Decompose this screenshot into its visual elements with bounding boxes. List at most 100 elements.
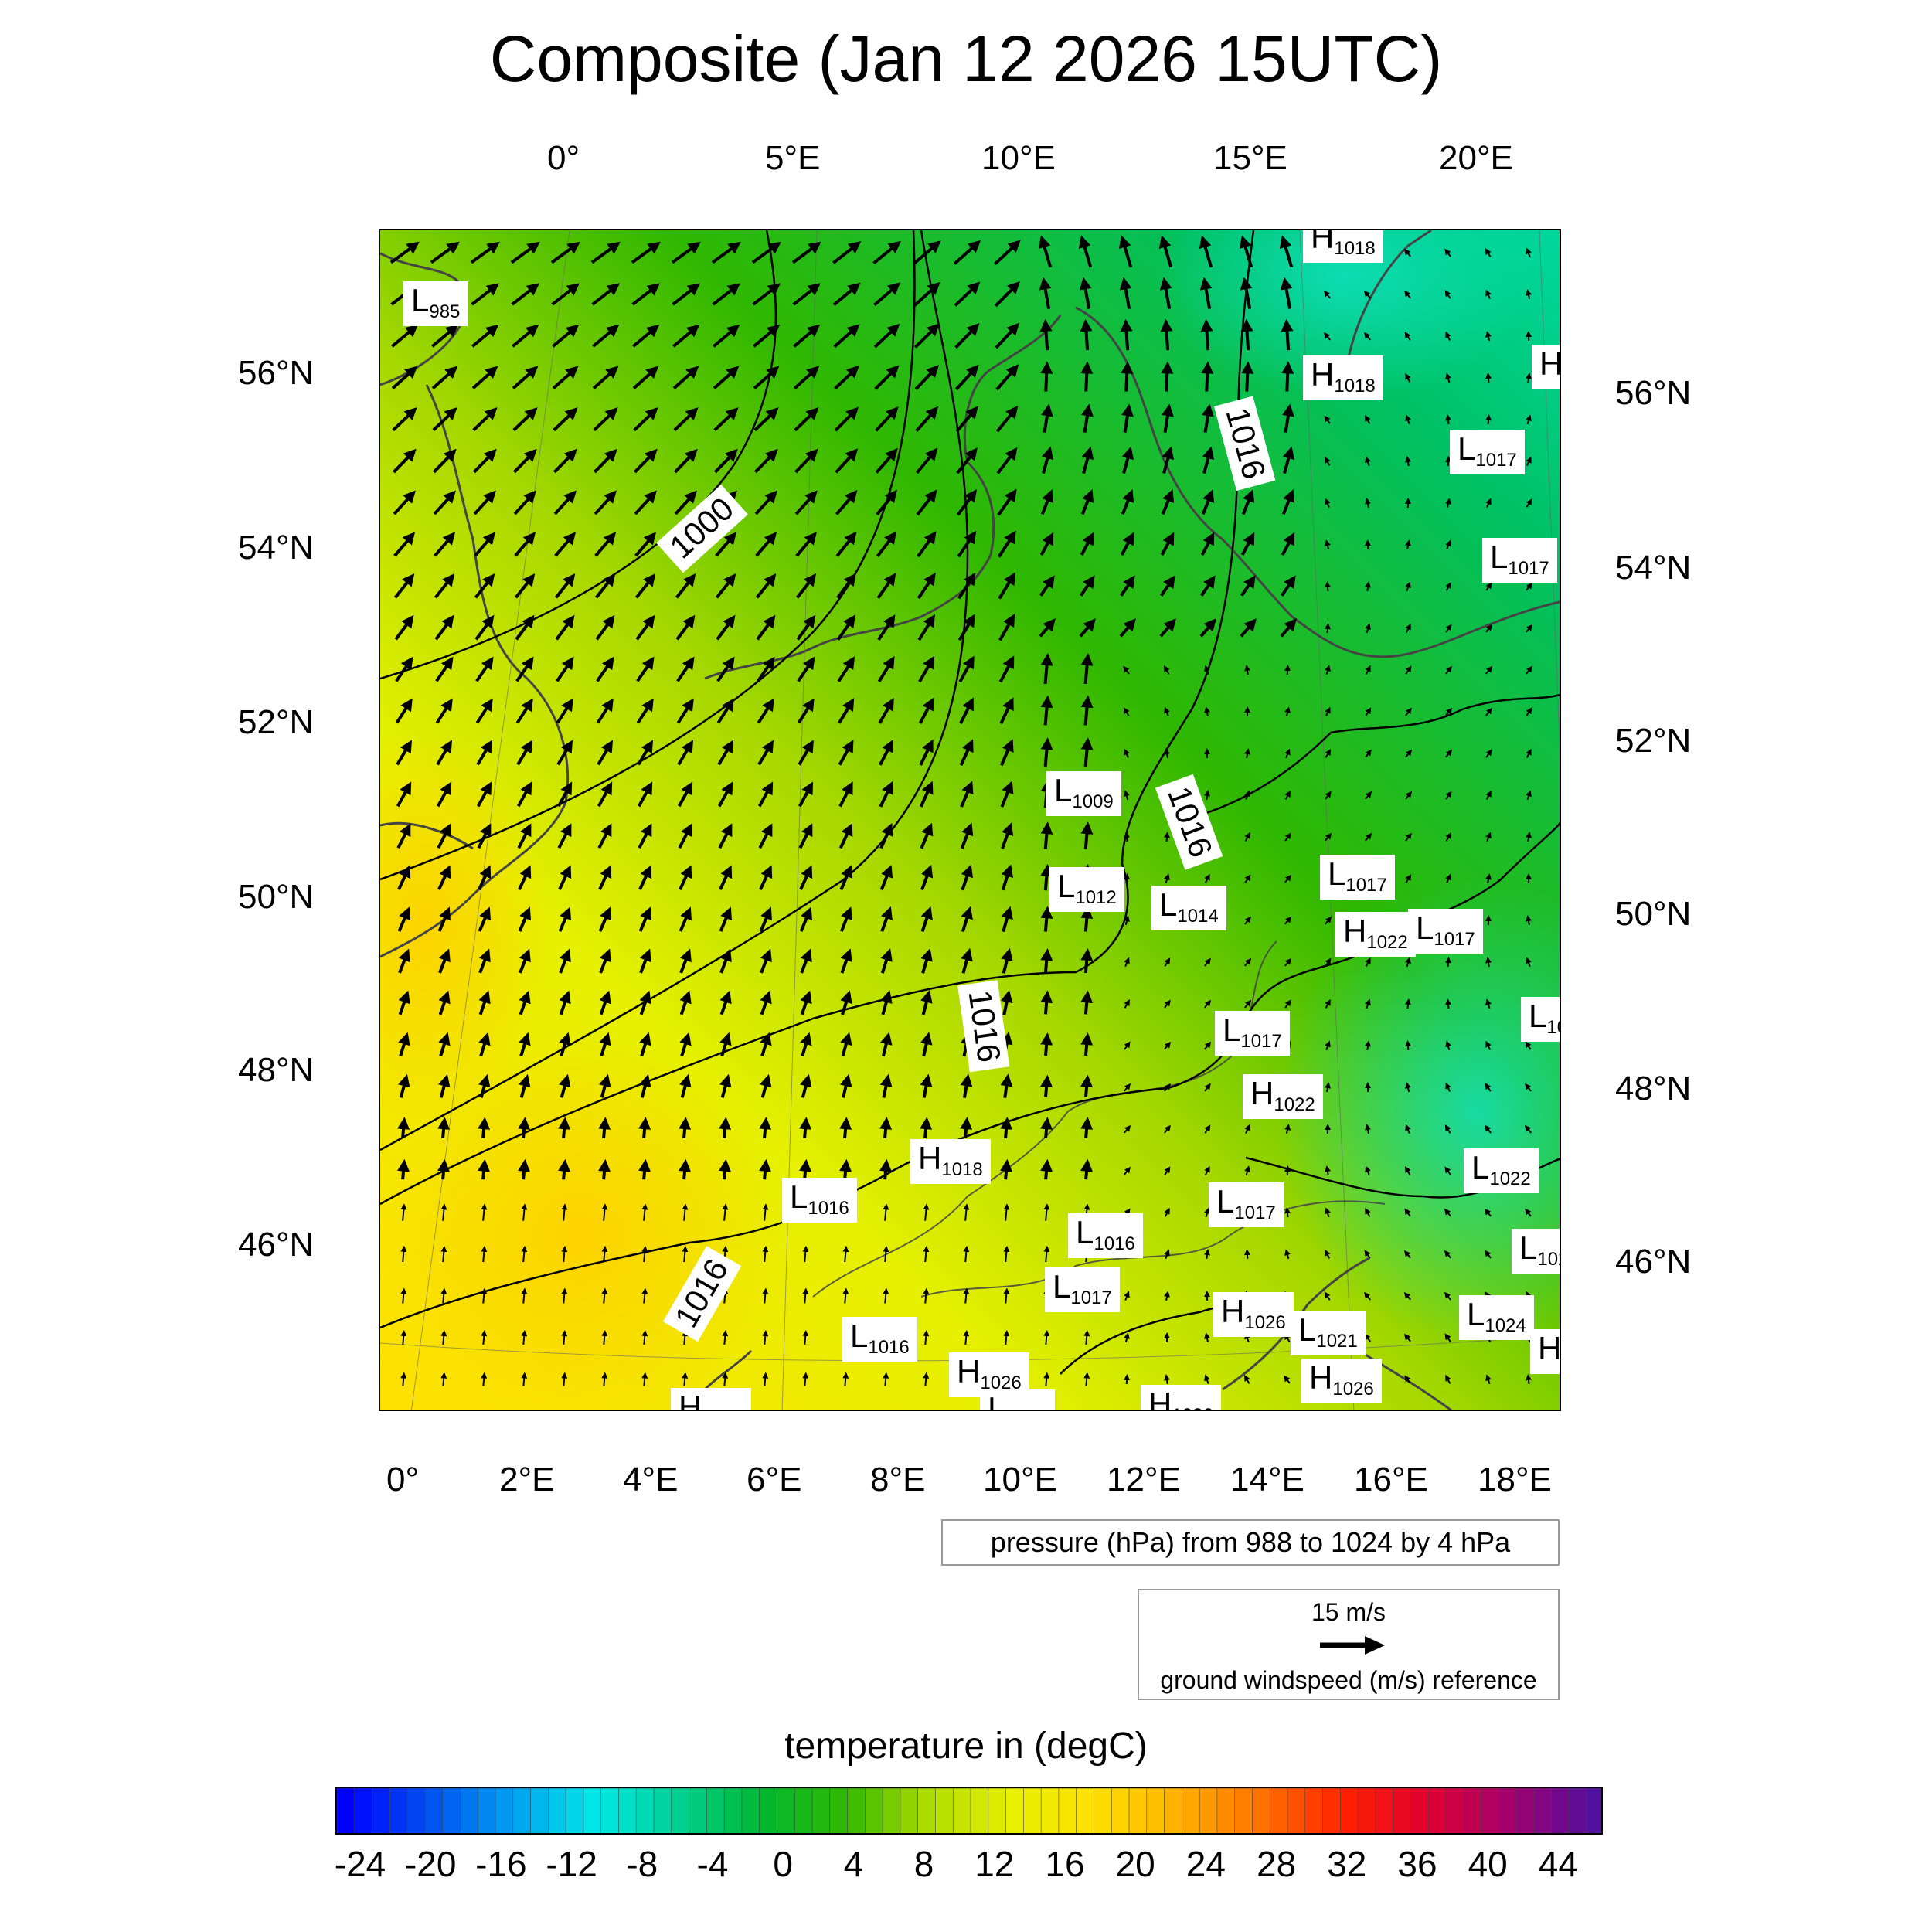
pressure-center-label: H1026 bbox=[1213, 1292, 1294, 1337]
wind-arrow bbox=[799, 1158, 811, 1180]
wind-arrow bbox=[1444, 248, 1451, 257]
wind-arrow bbox=[597, 781, 613, 808]
wind-arrow bbox=[1164, 957, 1171, 967]
wind-arrow bbox=[556, 698, 573, 724]
wind-arrow bbox=[397, 865, 411, 891]
wind-arrow bbox=[1080, 403, 1094, 433]
bottom-lon-label: 18°E bbox=[1478, 1461, 1552, 1498]
colorbar-tick-label: -24 bbox=[334, 1844, 386, 1884]
wind-arrow bbox=[514, 532, 536, 557]
wind-arrow bbox=[435, 698, 453, 724]
wind-arrow bbox=[1445, 1374, 1451, 1384]
wind-arrow bbox=[432, 407, 457, 432]
wind-arrow bbox=[799, 1117, 812, 1138]
wind-arrow bbox=[1405, 791, 1413, 800]
wind-arrow bbox=[1080, 947, 1094, 974]
wind-arrow bbox=[593, 448, 617, 474]
colorbar-cell bbox=[618, 1788, 638, 1833]
wind-arrow bbox=[1080, 489, 1094, 515]
wind-arrow bbox=[1485, 998, 1492, 1009]
wind-arrow bbox=[1445, 582, 1451, 591]
weather-map[interactable]: 1000 1016 1016 1016 1016 L985 H1018 H101… bbox=[379, 229, 1561, 1411]
wind-arrow bbox=[762, 1203, 769, 1221]
colorbar-cell bbox=[1375, 1788, 1394, 1833]
wind-arrow bbox=[518, 865, 532, 891]
wind-arrow bbox=[591, 283, 621, 306]
wind-arrow bbox=[1161, 361, 1174, 392]
wind-arrow bbox=[920, 1117, 933, 1138]
wind-arrow bbox=[435, 656, 454, 682]
wind-arrow bbox=[438, 990, 451, 1015]
wind-arrow bbox=[719, 906, 732, 932]
colorbar-cell bbox=[460, 1788, 479, 1833]
colorbar-cell bbox=[1146, 1788, 1165, 1833]
wind-arrow bbox=[716, 656, 735, 682]
wind-arrow bbox=[398, 948, 410, 974]
wind-arrow bbox=[878, 697, 894, 724]
wind-arrow bbox=[641, 1203, 648, 1221]
wind-arrow bbox=[1120, 318, 1133, 351]
wind-arrow bbox=[1202, 446, 1215, 474]
colorbar-tick-label: 24 bbox=[1185, 1844, 1226, 1884]
wind-arrow bbox=[1040, 1074, 1053, 1097]
wind-arrow bbox=[1365, 832, 1372, 842]
wind-arrow bbox=[1000, 1158, 1012, 1180]
wind-arrow bbox=[637, 740, 653, 766]
wind-arrow bbox=[1164, 1041, 1172, 1050]
map-title: Composite (Jan 12 2026 15UTC) bbox=[489, 22, 1443, 95]
colorbar-cell bbox=[829, 1788, 849, 1833]
wind-arrow bbox=[1404, 1208, 1411, 1217]
wind-arrow bbox=[440, 1245, 447, 1263]
right-lat-label: 52°N bbox=[1615, 722, 1692, 760]
colorbar-cell bbox=[1094, 1788, 1113, 1833]
wind-arrow bbox=[519, 948, 531, 974]
wind-arrow bbox=[400, 1245, 407, 1263]
wind-arrow bbox=[1281, 318, 1294, 351]
pressure-center-label: L102 bbox=[1512, 1229, 1560, 1274]
wind-arrow bbox=[1365, 665, 1371, 675]
wind-arrow bbox=[679, 1032, 692, 1057]
wind-arrow bbox=[1364, 1250, 1371, 1259]
wind-arrow bbox=[477, 823, 492, 849]
wind-arrow bbox=[1284, 999, 1291, 1009]
wind-arrow bbox=[915, 406, 939, 433]
wind-arrow bbox=[472, 407, 498, 432]
wind-arrow bbox=[762, 1330, 769, 1345]
wind-arrow bbox=[1204, 665, 1210, 675]
pressure-center-label: L1016 bbox=[842, 1317, 917, 1362]
pressure-info-box: pressure (hPa) from 988 to 1024 by 4 hPa bbox=[941, 1519, 1560, 1566]
wind-arrow bbox=[1159, 618, 1176, 638]
wind-arrow bbox=[1365, 957, 1371, 967]
wind-arrow bbox=[517, 823, 532, 849]
wind-arrow bbox=[1284, 748, 1291, 759]
wind-arrow bbox=[393, 532, 416, 557]
wind-arrow bbox=[1164, 1083, 1172, 1092]
wind-arrow bbox=[920, 1073, 933, 1098]
wind-arrow bbox=[834, 406, 859, 432]
wind-arrow bbox=[1080, 1117, 1094, 1138]
wind-arrow bbox=[994, 240, 1021, 266]
wind-arrow bbox=[753, 407, 779, 432]
colorbar-cell bbox=[1252, 1788, 1271, 1833]
wind-arrow bbox=[1404, 290, 1411, 299]
wind-arrow bbox=[678, 823, 692, 849]
wind-arrow bbox=[1160, 575, 1175, 597]
wind-arrow bbox=[513, 490, 536, 515]
wind-arrow bbox=[880, 990, 893, 1015]
wind-arrow bbox=[800, 1032, 812, 1057]
wind-arrow bbox=[675, 573, 696, 599]
wind-arrow bbox=[598, 1158, 611, 1180]
colorbar-cell bbox=[337, 1788, 355, 1833]
wind-arrow bbox=[1000, 989, 1013, 1015]
wind-arrow bbox=[918, 655, 935, 683]
wind-arrow bbox=[677, 781, 693, 808]
wind-arrow bbox=[835, 448, 859, 474]
wind-arrow bbox=[1405, 372, 1411, 383]
wind-arrow bbox=[638, 1158, 651, 1180]
wind-arrow bbox=[638, 906, 651, 932]
wind-arrow bbox=[639, 1032, 651, 1057]
wind-arrow bbox=[1124, 873, 1130, 884]
wind-arrow bbox=[1445, 372, 1451, 383]
colorbar-tick-label: 16 bbox=[1045, 1844, 1085, 1884]
pressure-center-label: H1018 bbox=[1303, 355, 1383, 400]
